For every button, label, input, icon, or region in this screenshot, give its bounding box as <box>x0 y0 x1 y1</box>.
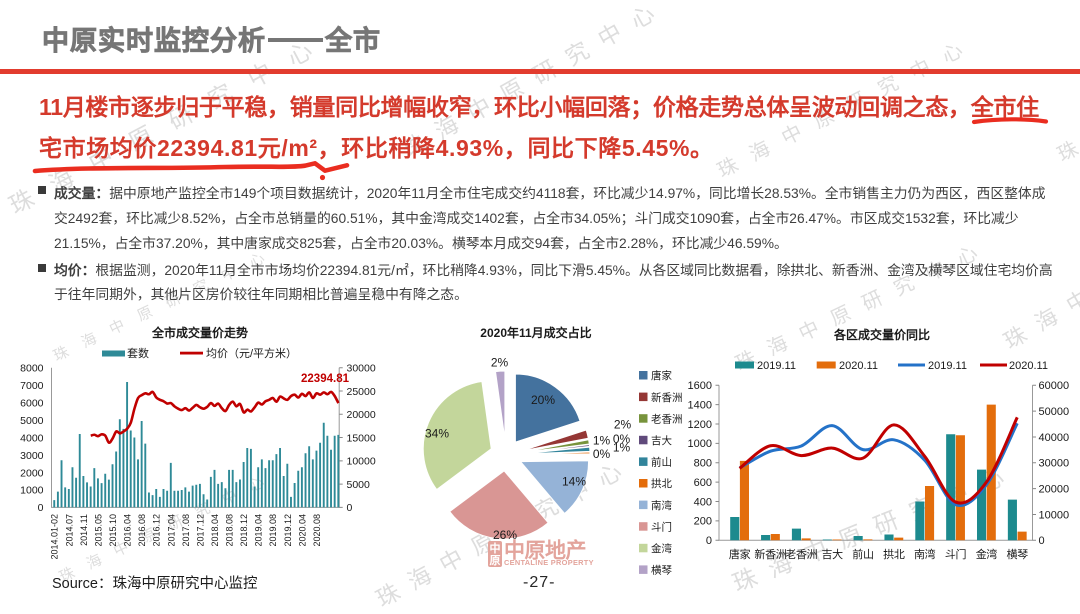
svg-text:10000: 10000 <box>1039 509 1070 521</box>
svg-text:200: 200 <box>694 516 712 528</box>
svg-text:中: 中 <box>490 541 501 555</box>
svg-text:各区成交量价同比: 各区成交量价同比 <box>833 327 930 342</box>
svg-text:斗门: 斗门 <box>651 520 672 533</box>
svg-text:拱北: 拱北 <box>651 477 672 490</box>
svg-text:600: 600 <box>694 477 712 489</box>
svg-text:0: 0 <box>706 535 712 547</box>
svg-text:34%: 34% <box>425 427 449 441</box>
svg-text:2020年11月成交占比: 2020年11月成交占比 <box>480 325 591 340</box>
svg-text:26%: 26% <box>493 528 517 542</box>
svg-text:2017.12: 2017.12 <box>195 514 205 547</box>
svg-text:0: 0 <box>1039 535 1045 547</box>
svg-text:2000: 2000 <box>20 467 44 479</box>
svg-text:6000: 6000 <box>20 397 44 409</box>
svg-text:前山: 前山 <box>852 547 873 561</box>
svg-text:吉大: 吉大 <box>821 547 843 561</box>
svg-text:1000: 1000 <box>20 485 44 497</box>
svg-text:20000: 20000 <box>1039 483 1070 495</box>
svg-text:10000: 10000 <box>347 456 376 468</box>
svg-text:4000: 4000 <box>20 432 44 444</box>
svg-text:0: 0 <box>38 502 44 514</box>
svg-text:15000: 15000 <box>347 432 376 444</box>
svg-text:20000: 20000 <box>347 409 376 421</box>
svg-text:老香洲: 老香洲 <box>651 412 683 425</box>
svg-text:2017.08: 2017.08 <box>181 514 191 547</box>
svg-text:14%: 14% <box>562 475 586 489</box>
svg-text:2019.11: 2019.11 <box>928 360 967 372</box>
svg-text:2016.12: 2016.12 <box>152 514 162 547</box>
svg-text:2016.04: 2016.04 <box>123 514 133 547</box>
svg-text:中原地产: 中原地产 <box>504 539 586 563</box>
svg-text:横琴: 横琴 <box>1007 547 1029 561</box>
svg-text:横琴: 横琴 <box>651 564 672 577</box>
svg-text:拱北: 拱北 <box>883 547 905 561</box>
svg-text:22394.81: 22394.81 <box>301 373 350 385</box>
svg-text:8000: 8000 <box>20 363 44 375</box>
svg-text:金湾: 金湾 <box>976 547 998 561</box>
svg-text:2020.11: 2020.11 <box>839 360 878 372</box>
svg-text:5000: 5000 <box>347 479 371 491</box>
svg-text:60000: 60000 <box>1039 380 1070 392</box>
svg-text:2020.08: 2020.08 <box>312 514 322 547</box>
svg-text:0%: 0% <box>593 447 611 461</box>
svg-text:2%: 2% <box>491 356 509 370</box>
svg-text:新香洲: 新香洲 <box>651 391 683 404</box>
svg-text:2014.07: 2014.07 <box>64 514 74 547</box>
svg-text:2019.11: 2019.11 <box>757 360 796 372</box>
svg-text:CENTALINE PROPERTY: CENTALINE PROPERTY <box>504 558 594 567</box>
svg-text:2015.05: 2015.05 <box>93 514 103 547</box>
svg-text:新香洲: 新香洲 <box>754 547 786 561</box>
svg-text:5000: 5000 <box>20 415 44 427</box>
svg-text:2%: 2% <box>614 418 632 432</box>
svg-text:1200: 1200 <box>688 419 712 431</box>
svg-text:25000: 25000 <box>347 386 376 398</box>
svg-text:2018.12: 2018.12 <box>239 514 249 547</box>
svg-text:3000: 3000 <box>20 450 44 462</box>
svg-text:南湾: 南湾 <box>914 547 936 561</box>
svg-text:0: 0 <box>347 502 353 514</box>
svg-text:2017.04: 2017.04 <box>166 514 176 547</box>
svg-text:南湾: 南湾 <box>651 499 672 512</box>
svg-text:唐家: 唐家 <box>729 547 751 561</box>
svg-text:2016.08: 2016.08 <box>137 514 147 547</box>
svg-text:400: 400 <box>694 496 712 508</box>
svg-text:唐家: 唐家 <box>651 369 672 382</box>
svg-text:1400: 1400 <box>688 399 712 411</box>
svg-text:老香洲: 老香洲 <box>785 548 817 561</box>
svg-text:2015.10: 2015.10 <box>108 514 118 547</box>
svg-text:800: 800 <box>694 458 712 470</box>
svg-text:吉大: 吉大 <box>651 434 672 447</box>
svg-text:0%: 0% <box>613 432 631 446</box>
svg-text:套数: 套数 <box>127 347 149 360</box>
svg-text:2018.08: 2018.08 <box>225 514 235 547</box>
svg-text:50000: 50000 <box>1039 406 1070 418</box>
svg-text:2019.12: 2019.12 <box>283 514 293 547</box>
svg-text:7000: 7000 <box>20 380 44 392</box>
svg-text:30000: 30000 <box>347 363 376 375</box>
svg-text:20%: 20% <box>531 393 555 407</box>
svg-text:2019.08: 2019.08 <box>268 514 278 547</box>
svg-text:2020.11: 2020.11 <box>1009 360 1048 372</box>
svg-text:1%: 1% <box>593 434 611 448</box>
svg-text:1600: 1600 <box>688 380 712 392</box>
svg-text:2018.04: 2018.04 <box>210 514 220 547</box>
svg-text:30000: 30000 <box>1039 458 1070 470</box>
svg-text:金湾: 金湾 <box>651 542 672 555</box>
svg-text:原: 原 <box>490 554 501 567</box>
svg-text:1%: 1% <box>613 441 631 455</box>
svg-text:斗门: 斗门 <box>945 547 967 561</box>
svg-text:均价（元/平方米）: 均价（元/平方米） <box>206 346 297 360</box>
svg-text:2014.11: 2014.11 <box>79 514 89 546</box>
svg-text:前山: 前山 <box>651 456 672 469</box>
svg-text:40000: 40000 <box>1039 432 1070 444</box>
svg-text:2014.01-02: 2014.01-02 <box>50 514 60 560</box>
svg-text:全市成交量价走势: 全市成交量价走势 <box>151 325 248 340</box>
svg-text:2019.04: 2019.04 <box>254 514 264 547</box>
svg-text:2020.04: 2020.04 <box>297 514 307 547</box>
svg-text:1000: 1000 <box>688 438 712 450</box>
